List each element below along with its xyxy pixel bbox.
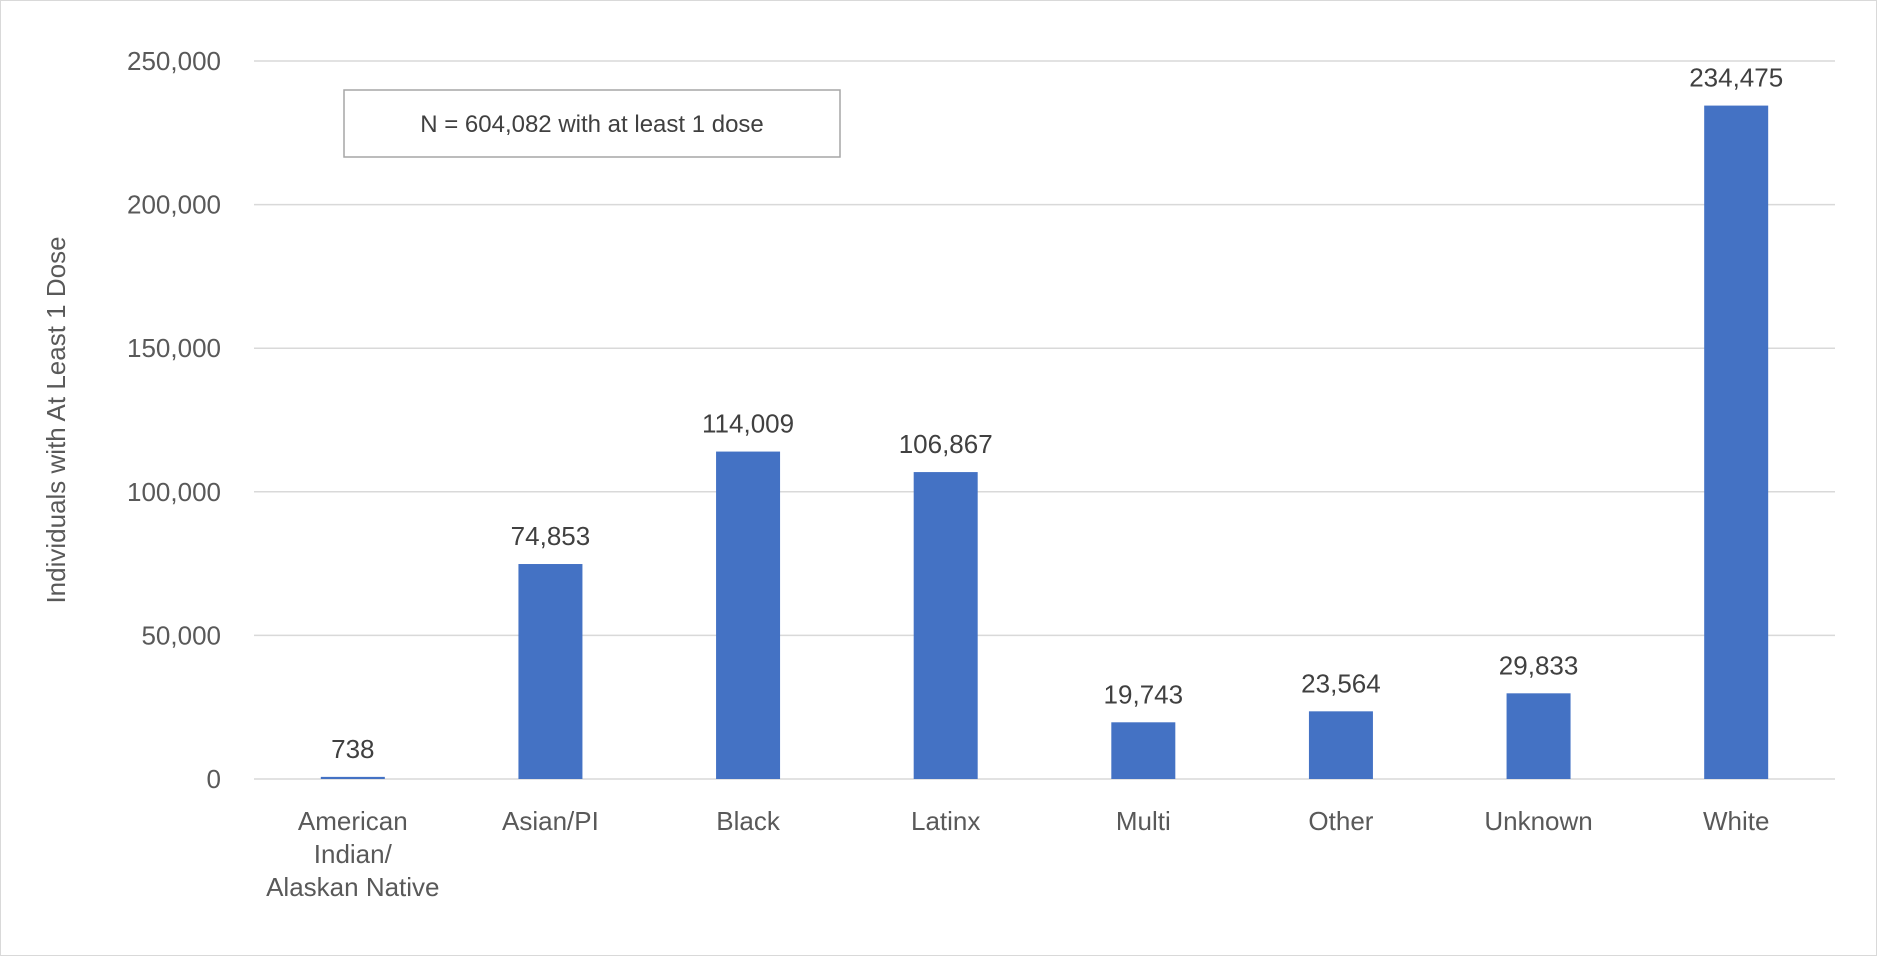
x-tick-label: Asian/PI: [502, 806, 599, 836]
x-tick-label: Other: [1308, 806, 1373, 836]
data-label: 29,833: [1499, 650, 1579, 680]
bar: [320, 776, 385, 779]
annotation-text: N = 604,082 with at least 1 dose: [420, 111, 764, 138]
bar: [1111, 722, 1176, 779]
bar: [1308, 711, 1373, 779]
bar: [518, 564, 583, 779]
x-tick-label-line: Alaskan Native: [266, 872, 439, 902]
bar: [913, 472, 978, 779]
x-axis-ticks: American Indian/Alaskan Native Asian/PI Bla…: [266, 806, 1769, 902]
data-labels: 738 74,853 114,009 106,867 19,743 23,564 29,83…: [331, 63, 1783, 764]
x-tick-label: White: [1703, 806, 1769, 836]
gridlines: [254, 60, 1835, 780]
y-tick-label: 200,000: [127, 190, 221, 220]
x-tick-label-line: Multi: [1116, 806, 1171, 836]
bar: [1704, 105, 1769, 780]
bar: [716, 451, 781, 779]
data-label: 23,564: [1301, 668, 1381, 698]
x-tick-label-line: Indian/: [314, 839, 393, 869]
annotation-border: [343, 89, 841, 158]
data-label: 234,475: [1689, 63, 1783, 93]
data-label: 738: [331, 734, 374, 764]
x-tick-label-line: White: [1703, 806, 1769, 836]
x-tick-label-line: Unknown: [1484, 806, 1592, 836]
y-axis-title: Individuals with At Least 1 Dose: [41, 236, 71, 603]
y-axis-ticks: 0 50,000 100,000 150,000 200,000 250,000: [127, 46, 221, 794]
data-label: 74,853: [511, 521, 591, 551]
x-tick-label-line: Other: [1308, 806, 1373, 836]
bars: [320, 105, 1769, 780]
x-tick-label-line: Latinx: [911, 806, 980, 836]
x-tick-label: Unknown: [1484, 806, 1592, 836]
y-tick-label: 150,000: [127, 333, 221, 363]
y-tick-label: 0: [207, 764, 221, 794]
x-tick-label: Black: [716, 806, 781, 836]
bar: [1506, 693, 1571, 779]
x-tick-label-line: Asian/PI: [502, 806, 599, 836]
x-tick-label-line: American: [298, 806, 408, 836]
y-tick-label: 50,000: [141, 620, 221, 650]
x-tick-label: Multi: [1116, 806, 1171, 836]
annotation-box: N = 604,082 with at least 1 dose: [343, 89, 841, 158]
x-tick-label-line: Black: [716, 806, 781, 836]
data-label: 114,009: [702, 409, 794, 439]
data-label: 106,867: [899, 429, 993, 459]
y-tick-label: 250,000: [127, 46, 221, 76]
y-tick-label: 100,000: [127, 477, 221, 507]
data-label: 19,743: [1104, 679, 1184, 709]
x-tick-label: American Indian/Alaskan Native: [266, 806, 439, 902]
x-tick-label: Latinx: [911, 806, 980, 836]
